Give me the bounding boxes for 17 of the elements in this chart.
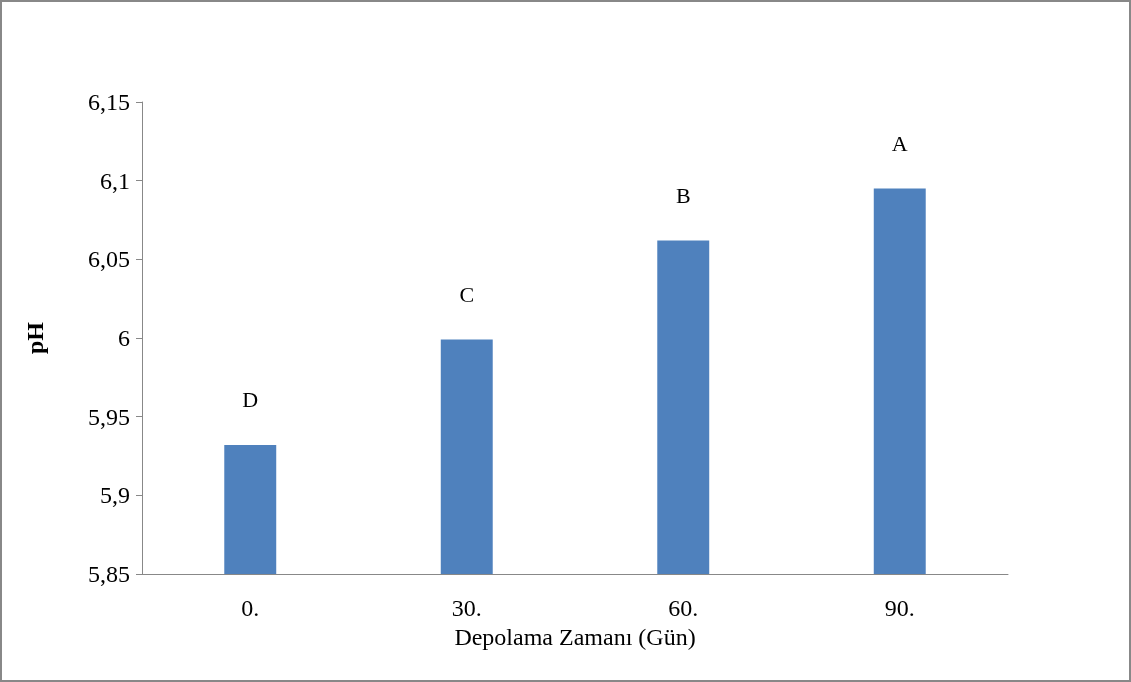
x-tick-label: 30.	[451, 595, 482, 621]
annotation: B	[675, 182, 691, 208]
y-tick-label: 5,9	[100, 482, 130, 509]
annotation: A	[891, 131, 908, 157]
x-tick-label: 0.	[241, 595, 260, 621]
y-tick-label: 6	[118, 325, 130, 351]
y-tick-label: 6,15	[88, 89, 130, 115]
x-tick-label: 90.	[884, 595, 915, 621]
y-tick-label: 5,95	[88, 403, 130, 430]
y-tick-label: 6,05	[88, 246, 130, 273]
y-tick-label: 5,85	[88, 561, 130, 587]
annotation: D	[242, 387, 259, 413]
annotation: C	[459, 282, 475, 308]
y-axis-title: pH	[22, 321, 48, 355]
x-axis-title: Depolama Zamanı (Gün)	[454, 623, 696, 650]
x-tick-label: 60.	[668, 595, 699, 621]
y-tick-label: 6,1	[100, 167, 130, 194]
